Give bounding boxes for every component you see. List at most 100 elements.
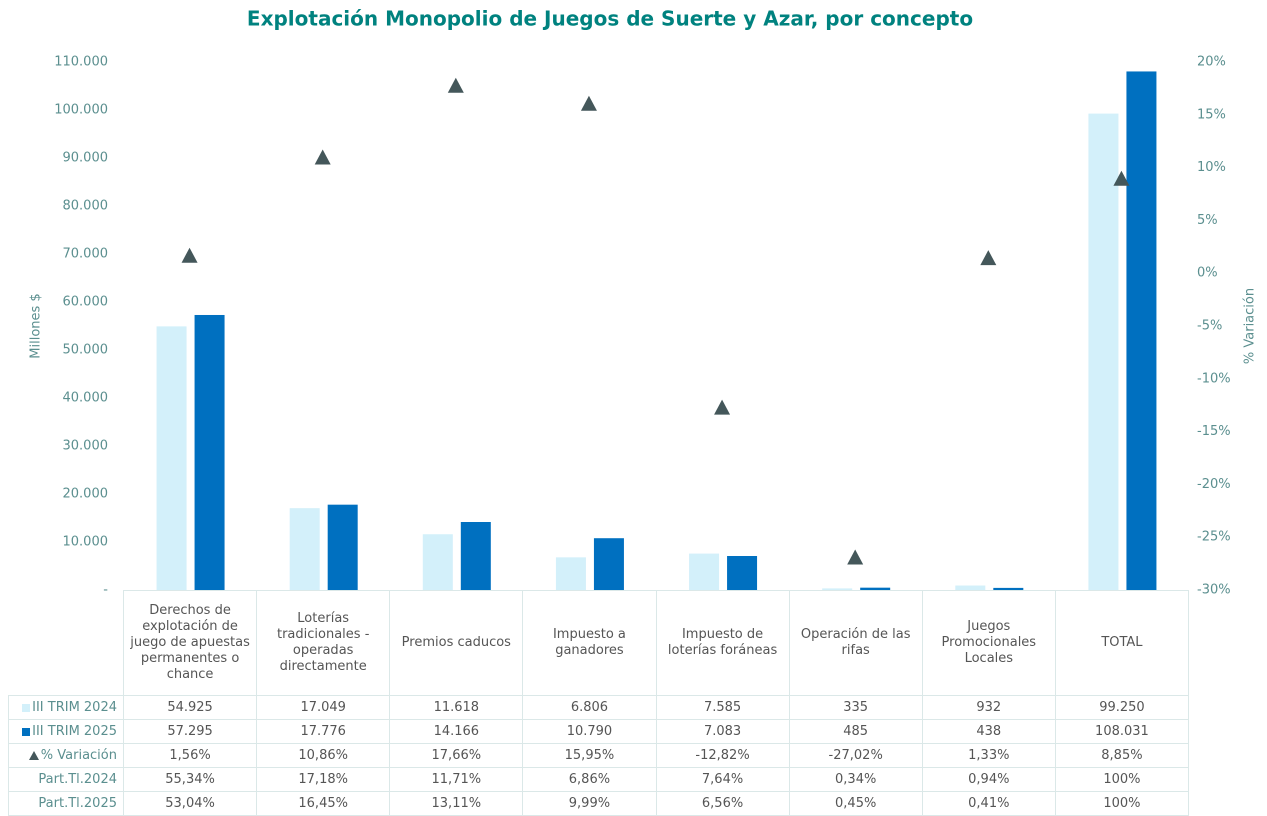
table-cell: 9,99% — [522, 791, 657, 816]
table-cell: 7.083 — [655, 719, 790, 744]
category-label: Premios caducos — [389, 590, 524, 696]
row-name: Part.Tl.2025 — [38, 795, 117, 811]
y-tick-label: 110.000 — [54, 55, 108, 70]
category-label: Impuesto a ganadores — [522, 590, 657, 696]
category-label: Operación de las rifas — [788, 590, 923, 696]
table-cell: 57.295 — [123, 719, 258, 744]
category-label: Derechos de explotación de juego de apue… — [123, 590, 258, 696]
row-label: III TRIM 2024 — [8, 695, 124, 720]
bar — [156, 326, 187, 590]
y2-tick-label: -5% — [1197, 319, 1222, 334]
row-name: % Variación — [40, 747, 117, 763]
variation-marker — [314, 149, 331, 165]
y-tick-label: 10.000 — [63, 535, 109, 550]
y2-tick-label: -15% — [1197, 424, 1231, 439]
row-label: Part.Tl.2024 — [8, 767, 124, 792]
y2-tick-label: -10% — [1197, 371, 1231, 386]
chart-title: Explotación Monopolio de Juegos de Suert… — [247, 7, 973, 31]
table-cell: 7.585 — [655, 695, 790, 720]
table-cell: 0,94% — [921, 767, 1056, 792]
variation-marker — [181, 247, 198, 263]
table-cell: 17,18% — [256, 767, 391, 792]
y-tick-label: 40.000 — [63, 391, 109, 406]
bar — [860, 587, 891, 590]
legend-key — [22, 727, 31, 736]
row-label: III TRIM 2025 — [8, 719, 124, 744]
table-cell: 53,04% — [123, 791, 258, 816]
bar — [955, 585, 986, 590]
y-tick-label: 80.000 — [63, 199, 109, 214]
table-cell: 55,34% — [123, 767, 258, 792]
y-tick-label: 90.000 — [63, 151, 109, 166]
table-cell: 100% — [1054, 767, 1189, 792]
y2-tick-label: 0% — [1197, 266, 1218, 281]
table-cell: 11.618 — [389, 695, 524, 720]
table-cell: 16,45% — [256, 791, 391, 816]
variation-marker — [847, 549, 864, 565]
bar — [1126, 71, 1157, 591]
bar — [194, 314, 225, 590]
bar — [327, 504, 358, 590]
table-cell: 15,95% — [522, 743, 657, 768]
bar — [689, 553, 720, 590]
legend-key — [22, 703, 31, 712]
y2-tick-label: -20% — [1197, 477, 1231, 492]
table-cell: 1,56% — [123, 743, 258, 768]
table-cell: 10,86% — [256, 743, 391, 768]
table-cell: 17.049 — [256, 695, 391, 720]
y-tick-label: 50.000 — [63, 343, 109, 358]
row-name: III TRIM 2025 — [32, 723, 117, 739]
y-tick-label: 30.000 — [63, 439, 109, 454]
category-label: Impuesto de loterías foráneas — [655, 590, 790, 696]
y2-axis-title: % Variación — [1243, 288, 1258, 364]
table-cell: 100% — [1054, 791, 1189, 816]
y-tick-label: 100.000 — [54, 103, 108, 118]
table-cell: 7,64% — [655, 767, 790, 792]
y2-tick-label: -25% — [1197, 530, 1231, 545]
table-cell: -27,02% — [788, 743, 923, 768]
table-cell: 0,41% — [921, 791, 1056, 816]
row-label: % Variación — [8, 743, 124, 768]
y-tick-label: - — [103, 583, 108, 598]
table-cell: 1,33% — [921, 743, 1056, 768]
bar — [727, 556, 758, 590]
table-cell: 99.250 — [1054, 695, 1189, 720]
table-cell: 8,85% — [1054, 743, 1189, 768]
bar — [993, 587, 1024, 590]
table-cell: 11,71% — [389, 767, 524, 792]
y-tick-label: 60.000 — [63, 295, 109, 310]
legend-key — [28, 751, 39, 760]
table-cell: 335 — [788, 695, 923, 720]
table-cell: 485 — [788, 719, 923, 744]
table-cell: 54.925 — [123, 695, 258, 720]
row-label: Part.Tl.2025 — [8, 791, 124, 816]
variation-marker — [447, 77, 464, 93]
table-cell: 6,86% — [522, 767, 657, 792]
bar — [822, 588, 853, 590]
y2-tick-label: 15% — [1197, 107, 1226, 122]
y-tick-label: 20.000 — [63, 487, 109, 502]
table-cell: 13,11% — [389, 791, 524, 816]
table-cell: 17,66% — [389, 743, 524, 768]
table-cell: 6,56% — [655, 791, 790, 816]
table-cell: -12,82% — [655, 743, 790, 768]
y2-tick-label: 5% — [1197, 213, 1218, 228]
table-cell: 932 — [921, 695, 1056, 720]
row-name: III TRIM 2024 — [32, 699, 117, 715]
y-axis-title: Millones $ — [29, 293, 44, 358]
category-label: Loterías tradicionales - operadas direct… — [256, 590, 391, 696]
y2-tick-label: 10% — [1197, 160, 1226, 175]
table-cell: 6.806 — [522, 695, 657, 720]
bar — [422, 534, 453, 590]
y-tick-label: 70.000 — [63, 247, 109, 262]
variation-marker — [714, 399, 731, 415]
bar — [289, 508, 320, 590]
table-cell: 0,45% — [788, 791, 923, 816]
y2-tick-label: -30% — [1197, 583, 1231, 598]
table-cell: 438 — [921, 719, 1056, 744]
row-name: Part.Tl.2024 — [38, 771, 117, 787]
table-cell: 10.790 — [522, 719, 657, 744]
variation-marker — [980, 250, 997, 266]
